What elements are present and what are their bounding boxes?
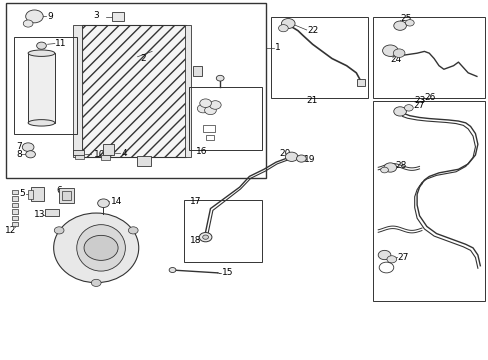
Circle shape [202,235,208,239]
Bar [193,66,202,76]
Circle shape [26,10,43,23]
Circle shape [392,49,404,58]
Text: 9: 9 [47,12,53,21]
Text: 24: 24 [389,55,401,64]
Bar [12,197,18,201]
Text: 7: 7 [16,142,21,151]
Bar [28,190,33,199]
Bar [203,125,215,132]
Circle shape [382,45,397,57]
Ellipse shape [77,225,125,271]
Circle shape [404,105,412,111]
Text: 20: 20 [279,149,290,158]
Bar [30,187,44,202]
Circle shape [169,267,176,273]
Bar [61,191,71,201]
Text: 13: 13 [34,210,46,219]
Text: 11: 11 [55,39,67,48]
Circle shape [37,42,46,49]
Text: 8: 8 [16,150,21,159]
Text: 17: 17 [190,197,201,206]
Bar [112,12,124,21]
Text: 26: 26 [424,93,435,102]
Circle shape [98,199,109,207]
Ellipse shape [28,50,55,57]
Bar [103,144,114,155]
Bar [12,216,18,220]
Circle shape [278,24,287,32]
Bar [12,203,18,207]
Bar [81,24,186,157]
Circle shape [383,163,396,172]
Text: 28: 28 [394,161,406,170]
Circle shape [26,151,35,158]
Bar [6,3,266,178]
Bar [75,155,84,159]
Bar [28,53,55,123]
Bar [14,37,77,134]
Bar [372,18,484,98]
Bar [12,209,18,213]
Text: 27: 27 [413,101,424,110]
Bar [188,87,261,150]
Text: 23: 23 [414,96,426,105]
Bar [73,150,84,155]
Circle shape [405,19,413,26]
Bar [183,200,261,262]
Bar [185,24,191,157]
Circle shape [199,233,211,242]
Circle shape [209,101,221,109]
Text: 22: 22 [307,26,318,35]
Bar [59,188,74,203]
Circle shape [54,227,64,234]
Bar [73,24,82,157]
Circle shape [23,20,33,27]
Text: 12: 12 [4,225,16,234]
Bar [372,102,484,301]
Text: 21: 21 [305,96,317,105]
Circle shape [216,75,224,81]
Text: 10: 10 [94,150,105,159]
Text: 1: 1 [274,43,280,52]
Text: 2: 2 [140,54,145,63]
Circle shape [380,167,387,173]
Bar [271,18,368,98]
Bar [45,208,59,216]
Text: 4: 4 [122,149,127,158]
Bar [101,155,110,160]
Bar [357,79,364,86]
Circle shape [296,155,305,162]
Text: 3: 3 [93,11,99,20]
Text: 25: 25 [399,14,410,23]
Ellipse shape [28,120,55,126]
Circle shape [84,235,118,260]
Circle shape [128,227,138,234]
Bar [12,222,18,226]
Text: 6: 6 [56,185,62,194]
Text: 16: 16 [196,147,207,156]
Text: 5: 5 [19,189,25,198]
Circle shape [377,250,390,260]
Bar [205,135,214,140]
Text: 18: 18 [190,236,201,245]
Circle shape [393,107,406,116]
Circle shape [281,18,294,28]
Circle shape [386,256,396,263]
Text: 15: 15 [222,268,233,277]
Text: 19: 19 [303,155,315,164]
Bar [12,190,18,194]
Bar [136,157,151,166]
Ellipse shape [54,213,139,283]
Circle shape [285,152,297,161]
Circle shape [204,106,216,114]
Circle shape [200,99,211,108]
Circle shape [22,143,34,152]
Circle shape [91,279,101,287]
Circle shape [197,104,208,113]
Text: 27: 27 [397,253,408,262]
Circle shape [393,21,406,30]
Text: 14: 14 [111,197,122,206]
